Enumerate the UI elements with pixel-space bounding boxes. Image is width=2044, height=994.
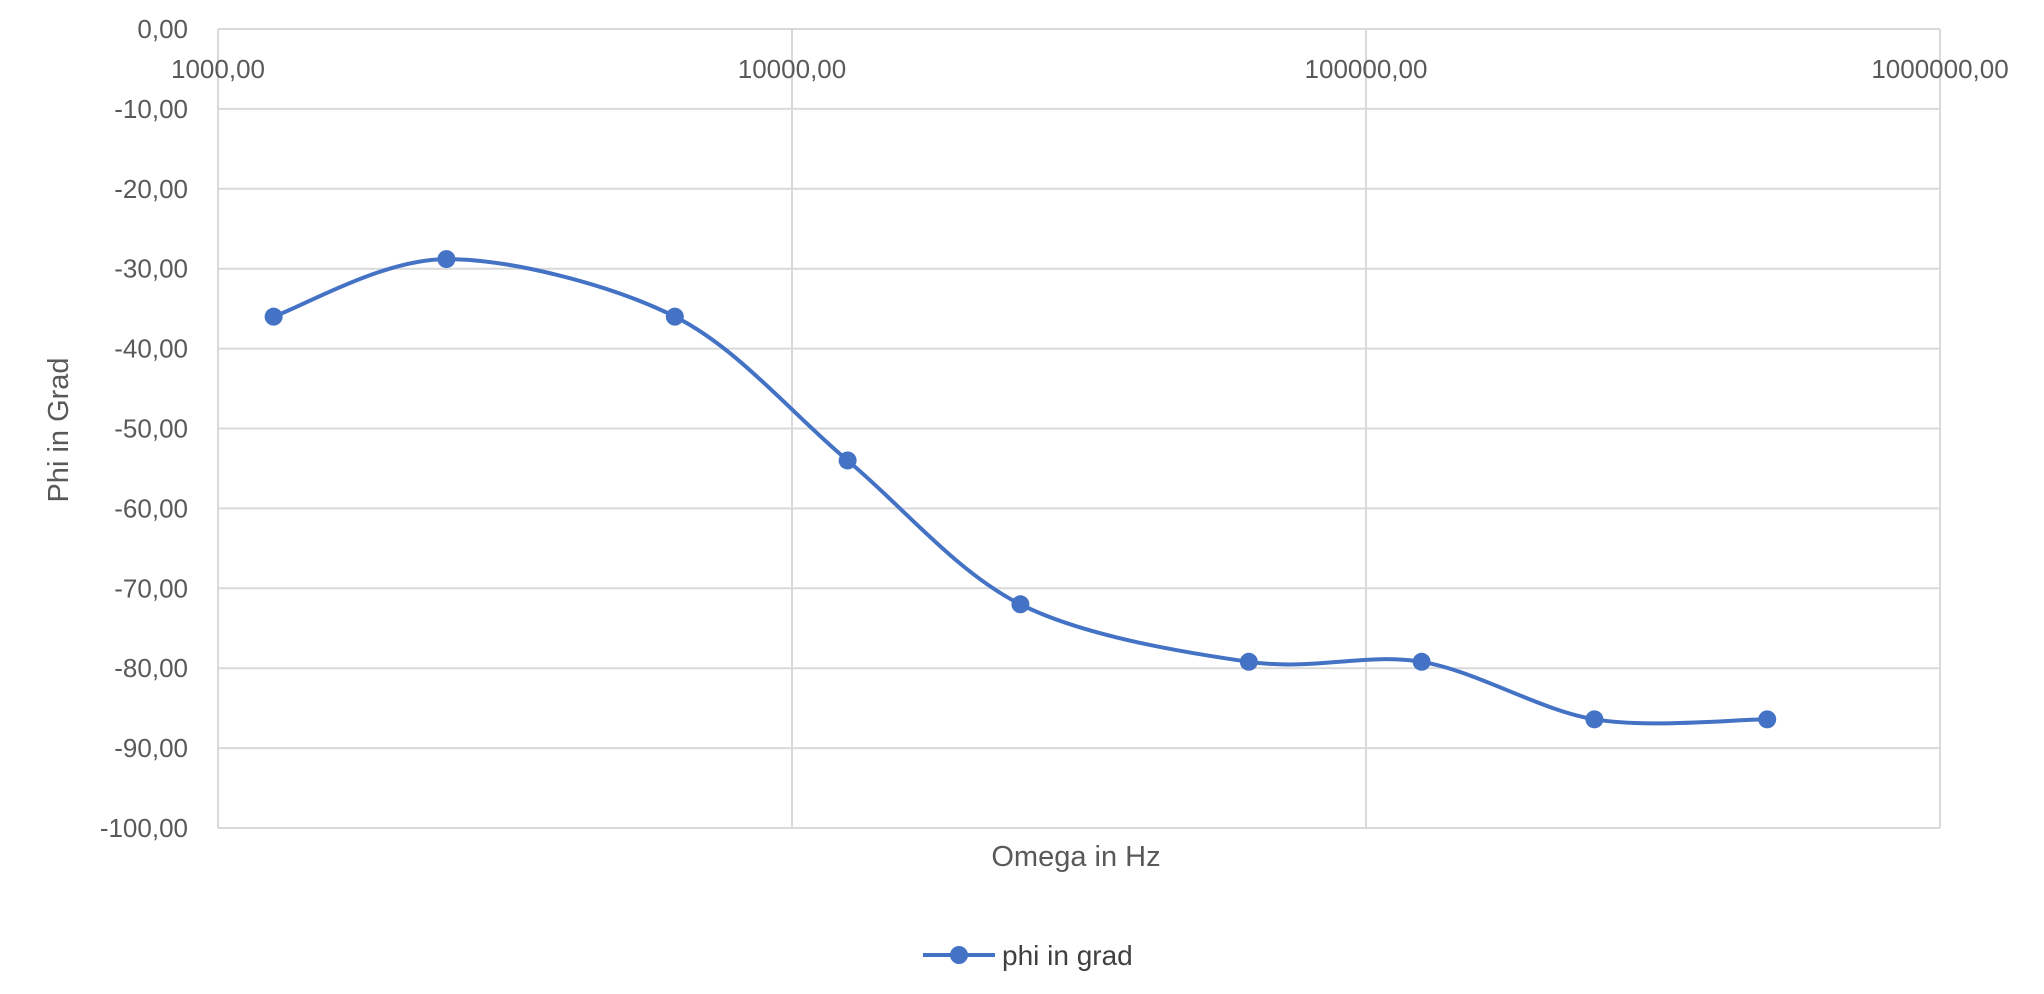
- y-tick-labels: 0,00 -10,00 -20,00 -30,00 -40,00 -50,00 -60,00…: [100, 14, 188, 843]
- legend: phi in grad: [923, 940, 1133, 971]
- data-point: [1758, 710, 1777, 729]
- y-tick-label: -60,00: [114, 493, 188, 523]
- data-point: [838, 451, 857, 470]
- y-tick-label: 0,00: [137, 14, 188, 44]
- y-tick-label: -10,00: [114, 94, 188, 124]
- y-axis-title: Phi in Grad: [43, 357, 75, 502]
- data-point: [665, 307, 684, 326]
- x-tick-label: 10000,00: [738, 54, 846, 84]
- data-point: [437, 250, 456, 269]
- data-point: [1585, 710, 1604, 729]
- data-point: [1011, 595, 1030, 614]
- y-tick-label: -90,00: [114, 733, 188, 763]
- y-tick-label: -40,00: [114, 334, 188, 364]
- data-point: [1239, 652, 1258, 671]
- data-point: [264, 307, 283, 326]
- x-tick-labels: 1000,00 10000,00 100000,00 1000000,00: [171, 54, 2009, 84]
- legend-label: phi in grad: [1002, 940, 1133, 971]
- data-point: [1412, 652, 1431, 671]
- legend-marker: [950, 946, 968, 964]
- x-tick-label: 100000,00: [1305, 54, 1428, 84]
- y-tick-label: -20,00: [114, 174, 188, 204]
- y-tick-label: -70,00: [114, 573, 188, 603]
- y-tick-label: -50,00: [114, 414, 188, 444]
- series-line: [272, 257, 1768, 726]
- y-tick-label: -30,00: [114, 254, 188, 284]
- x-tick-label: 1000,00: [171, 54, 265, 84]
- y-tick-label: -80,00: [114, 653, 188, 683]
- y-tick-label: -100,00: [100, 813, 188, 843]
- series-layer: [264, 250, 1777, 729]
- gridlines: [217, 28, 1941, 829]
- x-axis-title: Omega in Hz: [991, 841, 1160, 873]
- x-tick-label: 1000000,00: [1871, 54, 2008, 84]
